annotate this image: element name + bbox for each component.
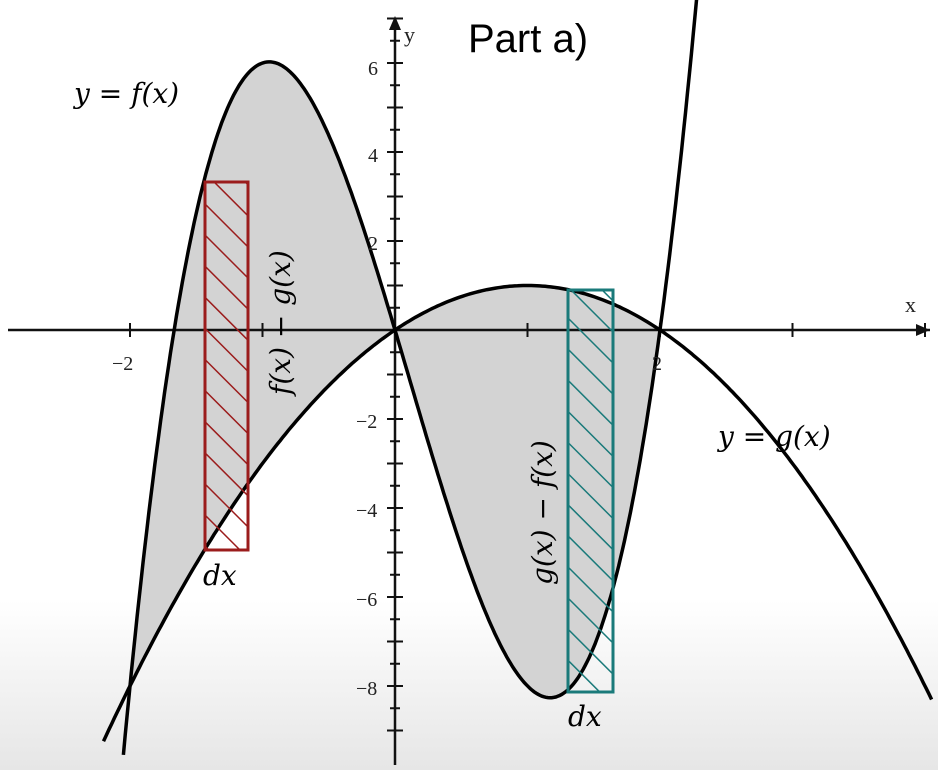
x-axis-label: x [905, 292, 916, 317]
strip [566, 288, 615, 694]
y-tick-label: −4 [356, 500, 377, 522]
y-tick-label: 6 [368, 58, 378, 80]
x-tick-label: −2 [112, 353, 133, 375]
strip [203, 180, 250, 552]
y-tick-label: 4 [368, 145, 378, 167]
strip-width-label: dx [568, 700, 602, 733]
curve-f [121, 0, 699, 756]
y-tick-label: −2 [356, 411, 377, 433]
y-tick-label: 2 [368, 233, 378, 255]
y-tick-label: −8 [356, 678, 377, 700]
strip-height-label: f(x) − g(x) [264, 250, 297, 397]
plot [8, 0, 934, 765]
y-axis-label: y [404, 22, 415, 47]
y-arrow [389, 16, 401, 30]
x-arrow [916, 324, 930, 336]
y-tick-label: −6 [356, 589, 377, 611]
strip-width-label: dx [203, 559, 237, 592]
shaded-region [130, 61, 660, 698]
curve-label: y = f(x) [72, 77, 179, 110]
curve-label: y = g(x) [716, 420, 831, 453]
x-tick-label: 2 [652, 353, 662, 375]
title: Part a) [468, 17, 588, 61]
strip-height-label: g(x) − f(x) [526, 440, 559, 585]
